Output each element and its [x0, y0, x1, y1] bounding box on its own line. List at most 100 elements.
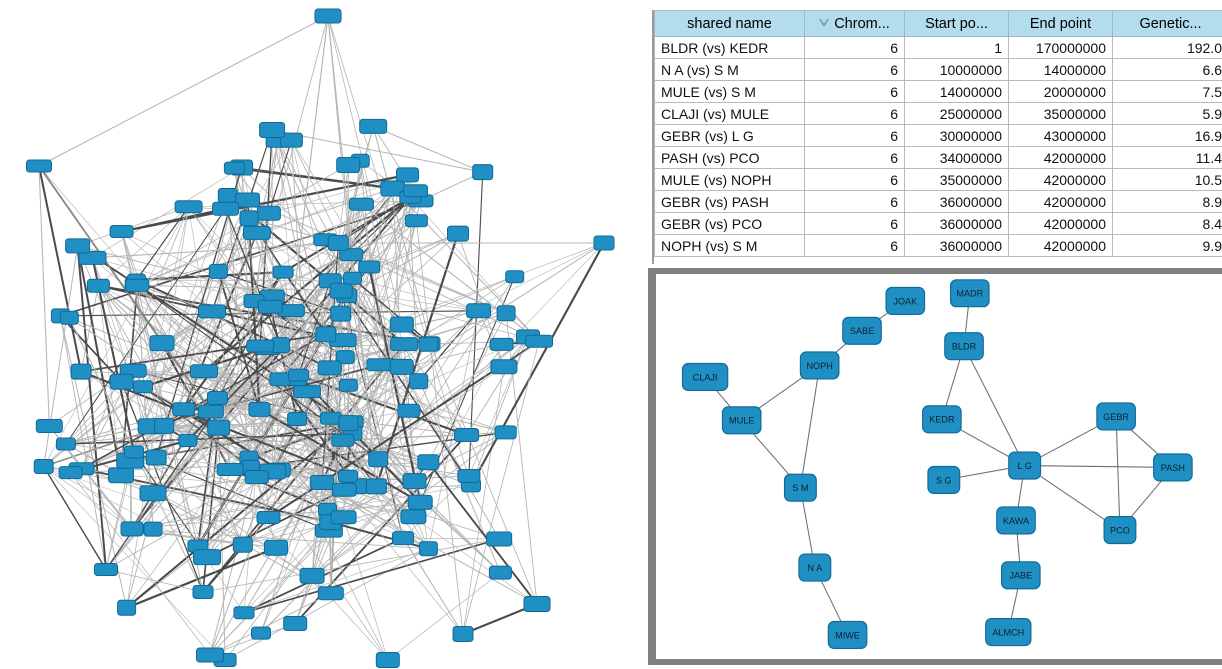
main-network-node[interactable] [197, 404, 224, 419]
main-network-node[interactable] [86, 278, 110, 293]
main-network-node[interactable] [208, 263, 228, 279]
main-network-node[interactable] [447, 225, 469, 242]
sub-network-node[interactable]: BLDR [944, 332, 984, 361]
table-body[interactable]: BLDR (vs) KEDR 6 1 170000000 192.0 N A (vs) S… [654, 36, 1222, 257]
sub-network-node[interactable]: MULE [721, 406, 762, 435]
main-network-node[interactable] [251, 626, 271, 640]
sub-network-node[interactable]: S G [927, 465, 961, 495]
main-network-node[interactable] [389, 358, 414, 375]
main-network-node[interactable] [466, 303, 492, 319]
results-table-panel[interactable]: shared name Chrom... Start po... End poi… [648, 0, 1222, 268]
table-row[interactable]: GEBR (vs) L G 6 30000000 43000000 16.9 [654, 124, 1222, 147]
main-network-node[interactable] [338, 415, 359, 432]
main-network-node[interactable] [196, 647, 224, 663]
column-header-start-point[interactable]: Start po... [904, 11, 1009, 37]
main-network-node[interactable] [190, 364, 218, 379]
table-row[interactable]: NOPH (vs) S M 6 36000000 42000000 9.9 [654, 234, 1222, 257]
main-network-node[interactable] [283, 616, 308, 631]
sub-network-node[interactable]: MADR [949, 279, 990, 308]
main-network-node[interactable] [315, 326, 337, 343]
main-network-node[interactable] [490, 359, 518, 375]
main-network-node[interactable] [505, 270, 525, 284]
main-network-node[interactable] [59, 310, 79, 325]
main-network-node[interactable] [314, 8, 342, 24]
sub-network-node[interactable]: NOPH [799, 351, 840, 380]
main-network-node[interactable] [335, 350, 355, 365]
main-network-node[interactable] [198, 304, 226, 319]
sub-network-node[interactable]: JABE [1000, 561, 1041, 590]
table-row[interactable]: MULE (vs) S M 6 14000000 20000000 7.5 [654, 80, 1222, 103]
main-network-node[interactable] [65, 238, 91, 254]
main-network-node[interactable] [232, 536, 253, 553]
main-network-node[interactable] [223, 161, 245, 175]
main-network-node[interactable] [212, 201, 240, 216]
main-network-node[interactable] [365, 478, 387, 495]
main-network-node[interactable] [288, 368, 310, 382]
main-network-node[interactable] [486, 531, 513, 547]
main-network-node[interactable] [192, 585, 214, 599]
main-network-node[interactable] [488, 565, 512, 580]
main-network-node[interactable] [330, 305, 352, 322]
main-network-node[interactable] [109, 373, 134, 390]
main-network-node[interactable] [193, 549, 221, 566]
main-network-node[interactable] [149, 335, 175, 352]
main-network-node[interactable] [33, 459, 54, 474]
main-network-node[interactable] [523, 596, 551, 612]
main-network-node[interactable] [78, 250, 107, 265]
main-network-node[interactable] [402, 473, 427, 490]
main-network-node[interactable] [145, 449, 167, 466]
main-network-node[interactable] [327, 235, 349, 251]
main-network-node[interactable] [389, 316, 414, 333]
main-network-node[interactable] [319, 411, 342, 425]
main-network-node[interactable] [472, 164, 494, 181]
main-network-node[interactable] [246, 339, 275, 353]
main-network-node[interactable] [256, 511, 281, 524]
main-network-node[interactable] [35, 419, 63, 433]
main-network-node[interactable] [242, 225, 271, 240]
main-network-node[interactable] [310, 475, 335, 490]
main-network-node[interactable] [348, 197, 374, 211]
main-network-node[interactable] [287, 412, 308, 426]
main-network-node[interactable] [125, 278, 150, 292]
table-row[interactable]: CLAJI (vs) MULE 6 25000000 35000000 5.9 [654, 102, 1222, 125]
sub-network-node[interactable]: S M [783, 473, 817, 502]
main-network-node[interactable] [233, 606, 255, 620]
main-network-node[interactable] [343, 271, 362, 285]
main-network-node[interactable] [452, 626, 474, 642]
main-network-node[interactable] [396, 167, 419, 183]
main-network-node[interactable] [239, 210, 259, 227]
main-network-node[interactable] [368, 451, 389, 468]
main-network-node[interactable] [403, 184, 428, 198]
main-network-node[interactable] [207, 391, 228, 405]
main-network-node[interactable] [336, 157, 361, 173]
main-network-node[interactable] [489, 337, 514, 351]
sub-network-canvas[interactable]: JOAK SABE NOPH CLAJI MULE S M N A MIWE MADR BLDR K… [656, 274, 1222, 659]
sub-network-node[interactable]: PCO [1103, 515, 1137, 545]
main-network-node[interactable] [264, 539, 288, 556]
sub-network-node[interactable]: MIWE [827, 620, 868, 649]
column-header-end-point[interactable]: End point [1008, 11, 1113, 37]
main-network-node[interactable] [26, 159, 52, 173]
main-network-node[interactable] [593, 235, 615, 251]
main-network-node[interactable] [494, 425, 517, 440]
main-network-view[interactable] [0, 0, 648, 669]
main-network-node[interactable] [178, 434, 198, 447]
main-network-node[interactable] [409, 373, 429, 390]
main-network-node[interactable] [454, 428, 480, 442]
sub-network-node[interactable]: PASH [1153, 453, 1193, 482]
sub-network-node[interactable]: L G [1008, 451, 1042, 480]
sub-network-node[interactable]: GEBR [1096, 402, 1136, 431]
main-network-node[interactable] [329, 282, 353, 299]
table-row[interactable]: PASH (vs) PCO 6 34000000 42000000 11.4 [654, 146, 1222, 169]
main-network-node[interactable] [404, 214, 428, 228]
table-row[interactable]: GEBR (vs) PASH 6 36000000 42000000 8.9 [654, 190, 1222, 213]
sub-network-node[interactable]: JOAK [885, 286, 926, 316]
main-network-node[interactable] [417, 454, 440, 471]
main-network-node[interactable] [117, 599, 137, 616]
main-network-node[interactable] [109, 225, 134, 238]
sub-network-node[interactable]: KAWA [996, 506, 1036, 535]
table-row[interactable]: GEBR (vs) PCO 6 36000000 42000000 8.4 [654, 212, 1222, 235]
main-network-node[interactable] [58, 466, 83, 480]
main-network-node[interactable] [216, 463, 244, 476]
sub-network-panel[interactable]: JOAK SABE NOPH CLAJI MULE S M N A MIWE MADR BLDR K… [648, 268, 1222, 665]
